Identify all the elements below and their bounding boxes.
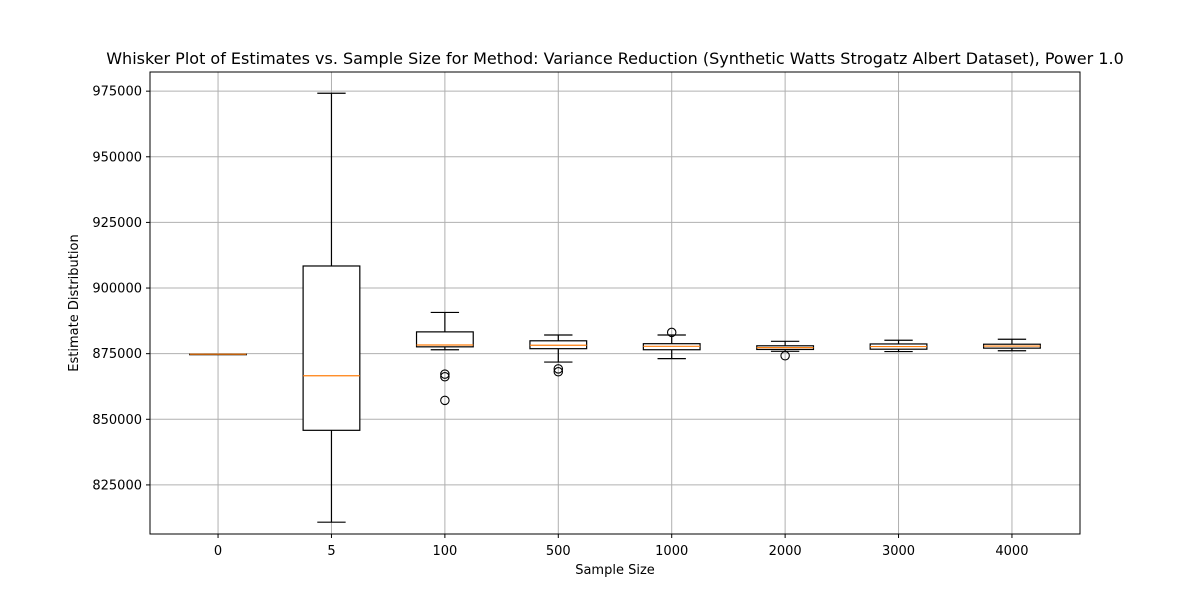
iqr-box	[302, 265, 361, 431]
outlier-point	[553, 364, 564, 374]
y-tick-label: 975000	[92, 85, 142, 100]
x-tick-label: 100	[432, 544, 457, 559]
y-tick-label: 875000	[92, 347, 142, 362]
plot-frame	[149, 71, 1081, 535]
y-tick-label: 825000	[92, 478, 142, 493]
outlier-point	[440, 395, 450, 406]
outlier-point	[553, 367, 564, 377]
x-axis-label: Sample Size	[575, 563, 655, 578]
outlier-point	[440, 369, 450, 379]
x-tick-label: 500	[546, 544, 571, 559]
y-tick-label: 950000	[92, 150, 142, 165]
x-tick-label: 5	[327, 544, 335, 559]
y-tick-label: 850000	[92, 413, 142, 428]
outlier-point	[440, 372, 450, 382]
iqr-box	[415, 331, 474, 348]
outlier-point	[666, 327, 677, 338]
x-tick-label: 3000	[882, 544, 915, 559]
x-tick-label: 0	[214, 544, 222, 559]
y-axis-label: Estimate Distribution	[67, 234, 82, 371]
x-tick-label: 1000	[655, 544, 688, 559]
x-tick-label: 4000	[995, 544, 1028, 559]
y-tick-label: 900000	[92, 282, 142, 297]
grid-lines	[150, 72, 1080, 534]
x-axis-ticks: 0 5 100 500 1000 2000 3000 4000	[214, 534, 1028, 559]
box-group	[189, 92, 1041, 523]
x-tick-label: 2000	[769, 544, 802, 559]
y-axis-ticks: 825000 850000 875000 900000 925000 950000 9750…	[92, 85, 150, 493]
outlier-point	[780, 351, 790, 361]
chart-title: Whisker Plot of Estimates vs. Sample Siz…	[106, 49, 1124, 68]
y-tick-label: 925000	[92, 216, 142, 231]
